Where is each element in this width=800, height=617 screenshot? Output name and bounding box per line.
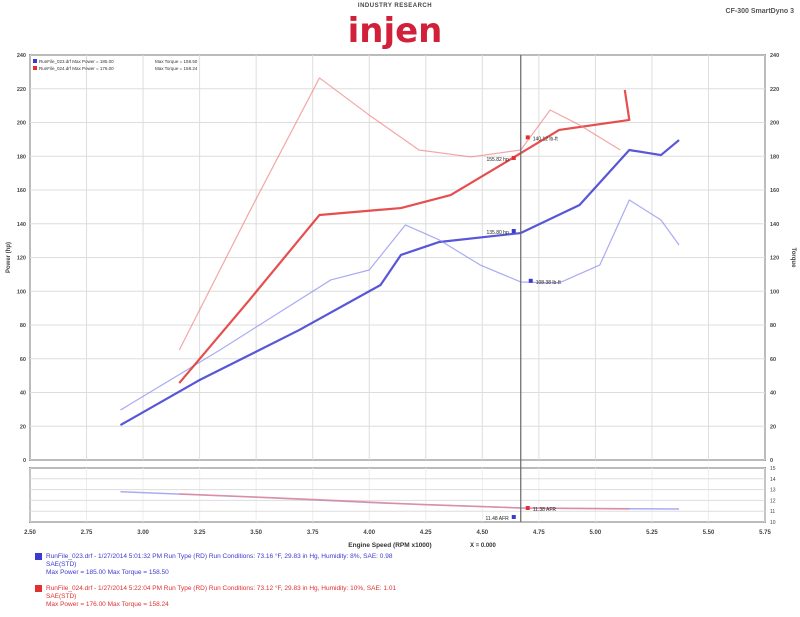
x-tick-label: 4.25: [420, 530, 432, 536]
y-tick-label-right: 240: [770, 53, 779, 59]
x-tick-label: 5.00: [590, 530, 602, 536]
legend-top-torque: Max Torque = 158.24: [155, 66, 198, 71]
legend-max-values: Max Power = 176.00 Max Torque = 158.24: [46, 601, 169, 608]
cursor-annotation: 135.80 hp: [487, 230, 509, 236]
y-tick-label-left: 40: [20, 391, 26, 397]
y-axis-label-left: Power (hp): [6, 242, 12, 273]
legend-swatch-blue: [35, 553, 42, 560]
x-tick-label: 3.50: [250, 530, 262, 536]
x-note: X = 0.000: [470, 543, 497, 549]
legend-line: RunFile_024.drf - 1/27/2014 5:22:04 PM R…: [46, 585, 397, 592]
y-tick-label-left: 20: [20, 424, 26, 430]
cursor-annotation: 155.82 hp: [487, 157, 509, 163]
legend-top-label: RunFile_023.drf Max Power = 185.00: [39, 59, 114, 64]
cursor-marker: [511, 515, 516, 519]
injen-logo: INDUSTRY RESEARCH injen: [340, 2, 450, 52]
lower-y-tick-label: 10: [770, 520, 776, 526]
series-line-3: [178, 77, 621, 351]
y-tick-label-left: 160: [17, 188, 26, 194]
y-tick-label-left: 60: [20, 357, 26, 363]
x-tick-label: 4.50: [476, 530, 488, 536]
legend-line: RunFile_023.drf - 1/27/2014 5:01:32 PM R…: [46, 553, 393, 560]
y-tick-label-left: 0: [23, 458, 26, 464]
legend-top-torque: Max Torque = 158.50: [155, 59, 198, 64]
y-tick-label-left: 100: [17, 289, 26, 295]
y-tick-label-left: 180: [17, 154, 26, 160]
legend-swatch: [33, 66, 37, 70]
lower-y-tick-label: 15: [770, 466, 776, 472]
x-tick-label: 4.75: [533, 530, 545, 536]
x-tick-label: 3.25: [194, 530, 206, 536]
x-tick-label: 5.75: [759, 530, 771, 536]
y-tick-label-left: 200: [17, 121, 26, 127]
x-tick-label: 4.00: [363, 530, 375, 536]
x-tick-label: 2.75: [81, 530, 93, 536]
cursor-marker: [528, 278, 533, 283]
x-tick-label: 3.75: [307, 530, 319, 536]
lower-y-tick-label: 14: [770, 477, 776, 483]
y-tick-label-right: 220: [770, 87, 779, 93]
y-tick-label-right: 200: [770, 121, 779, 127]
cursor-annotation: 11.38 AFR: [533, 507, 557, 513]
y-tick-label-right: 140: [770, 222, 779, 228]
dyno-model: CF-300 SmartDyno 3: [725, 8, 794, 15]
cursor-marker: [511, 155, 516, 160]
legend-line: SAE(STD): [46, 593, 77, 600]
x-tick-label: 5.25: [646, 530, 658, 536]
logo-top-text: INDUSTRY RESEARCH: [357, 3, 433, 9]
legend-line: SAE(STD): [46, 561, 77, 568]
legend-max-values: Max Power = 185.00 Max Torque = 158.50: [46, 569, 169, 576]
lower-y-tick-label: 12: [770, 498, 776, 504]
legend-top-label: RunFile_024.drf Max Power = 176.00: [39, 66, 114, 71]
lower-y-tick-label: 13: [770, 488, 776, 494]
legend-run-1: RunFile_023.drf - 1/27/2014 5:01:32 PM R…: [35, 553, 392, 577]
cursor-marker: [511, 229, 516, 234]
series-line-0: [119, 139, 680, 427]
y-tick-label-right: 20: [770, 424, 776, 430]
y-tick-label-right: 0: [770, 458, 773, 464]
y-tick-label-right: 80: [770, 323, 776, 329]
x-tick-label: 5.50: [703, 530, 715, 536]
lower-y-tick-label: 11: [770, 509, 775, 515]
cursor-annotation: 11.48 AFR: [485, 516, 509, 522]
series-line-1: [120, 199, 680, 411]
y-tick-label-left: 240: [17, 53, 26, 59]
x-tick-label: 3.00: [137, 530, 149, 536]
y-tick-label-left: 220: [17, 87, 26, 93]
cursor-annotation: 140.12 lb-ft: [533, 136, 559, 142]
cursor-annotation: 108.38 lb-ft: [536, 280, 562, 286]
y-tick-label-right: 40: [770, 391, 776, 397]
y-tick-label-left: 120: [17, 256, 26, 262]
y-tick-label-right: 60: [770, 357, 776, 363]
cursor-marker: [525, 506, 530, 510]
legend-swatch: [33, 59, 37, 63]
x-axis-label: Engine Speed (RPM x1000): [348, 542, 431, 549]
y-tick-label-right: 120: [770, 256, 779, 262]
y-axis-label-right: Torque: [790, 248, 796, 269]
lower-series-line: [179, 493, 630, 510]
series-line-2: [178, 89, 631, 384]
y-tick-label-right: 180: [770, 154, 779, 160]
cursor-marker: [525, 135, 530, 140]
dyno-chart: 2.50 2.75 3.00 3.25 3.50 3.75 4.00 4.25 4.50 4.75…: [6, 53, 796, 549]
y-tick-label-right: 160: [770, 188, 779, 194]
y-tick-label-right: 100: [770, 289, 779, 295]
y-tick-label-left: 140: [17, 222, 26, 228]
x-tick-label: 2.50: [24, 530, 36, 536]
y-tick-label-left: 80: [20, 323, 26, 329]
legend-run-2: RunFile_024.drf - 1/27/2014 5:22:04 PM R…: [35, 585, 396, 609]
logo-text: injen: [347, 11, 443, 51]
lower-plot-area: [29, 467, 766, 523]
legend-swatch-red: [35, 585, 42, 592]
